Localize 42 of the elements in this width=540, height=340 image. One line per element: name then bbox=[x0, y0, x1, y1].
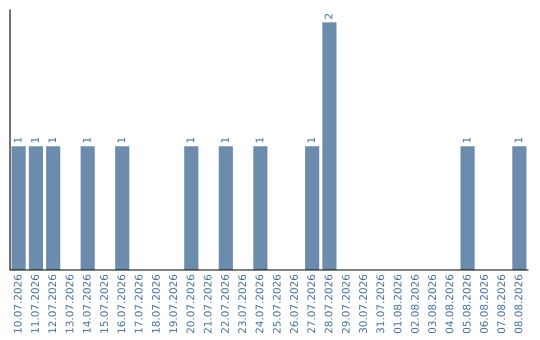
x-tick-label: 10.07.2026 bbox=[14, 274, 22, 333]
x-tick-label: 02.08.2026 bbox=[410, 274, 419, 334]
x-tick-label: 16.07.2026 bbox=[117, 274, 126, 333]
x-tick-label: 17.07.2026 bbox=[134, 274, 143, 333]
x-tick-label: 12.07.2026 bbox=[48, 274, 56, 333]
x-tick-label: 08.08.2026 bbox=[514, 274, 522, 334]
x-tick-label: 21.07.2026 bbox=[204, 274, 212, 334]
x-tick-label: 19.07.2026 bbox=[169, 274, 178, 333]
x-tick-label: 25.07.2026 bbox=[272, 274, 281, 334]
x-tick-label: 24.07.2026 bbox=[256, 274, 264, 334]
data-label: 1 bbox=[462, 138, 470, 142]
x-tick-label: 14.07.2026 bbox=[82, 274, 91, 333]
x-tick-label: 01.08.2026 bbox=[394, 274, 402, 334]
x-tick-label: 28.07.2026 bbox=[324, 274, 332, 334]
data-label: 1 bbox=[82, 138, 91, 142]
x-tick-label: 23.07.2026 bbox=[238, 274, 246, 334]
data-label: 2 bbox=[324, 14, 332, 19]
x-tick-label: 18.07.2026 bbox=[152, 274, 160, 333]
x-tick-label: 07.08.2026 bbox=[497, 274, 506, 334]
data-label: 1 bbox=[307, 138, 316, 142]
x-tick-label: 30.07.2026 bbox=[359, 274, 367, 334]
x-tick-label: 31.07.2026 bbox=[376, 274, 384, 334]
x-tick-label: 27.07.2026 bbox=[307, 274, 316, 334]
data-label: 1 bbox=[514, 138, 522, 142]
x-tick-label: 29.07.2026 bbox=[342, 274, 350, 334]
x-tick-label: 04.08.2026 bbox=[445, 274, 454, 334]
data-label: 1 bbox=[186, 138, 194, 142]
x-tick-label: 15.07.2026 bbox=[100, 274, 108, 333]
x-tick-label: 06.08.2026 bbox=[480, 274, 488, 334]
x-tick-label: 03.08.2026 bbox=[428, 274, 436, 334]
x-tick-label: 11.07.2026 bbox=[31, 274, 39, 333]
data-label: 1 bbox=[14, 138, 22, 142]
x-tick-label: 20.07.2026 bbox=[186, 274, 194, 334]
data-label: 1 bbox=[256, 138, 264, 142]
data-label: 1 bbox=[118, 138, 126, 142]
data-label: 1 bbox=[221, 138, 229, 142]
data-label: 1 bbox=[48, 138, 56, 142]
x-tick-label: 22.07.2026 bbox=[220, 274, 229, 334]
x-tick-label: 26.07.2026 bbox=[290, 274, 298, 334]
x-tick-label: 13.07.2026 bbox=[66, 274, 74, 333]
data-label: 1 bbox=[31, 138, 39, 142]
x-tick-label: 05.08.2026 bbox=[462, 274, 471, 334]
